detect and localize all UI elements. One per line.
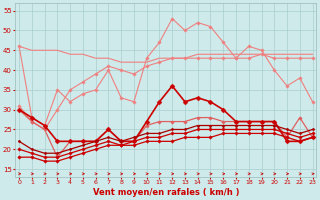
X-axis label: Vent moyen/en rafales ( km/h ): Vent moyen/en rafales ( km/h ) — [92, 188, 239, 197]
